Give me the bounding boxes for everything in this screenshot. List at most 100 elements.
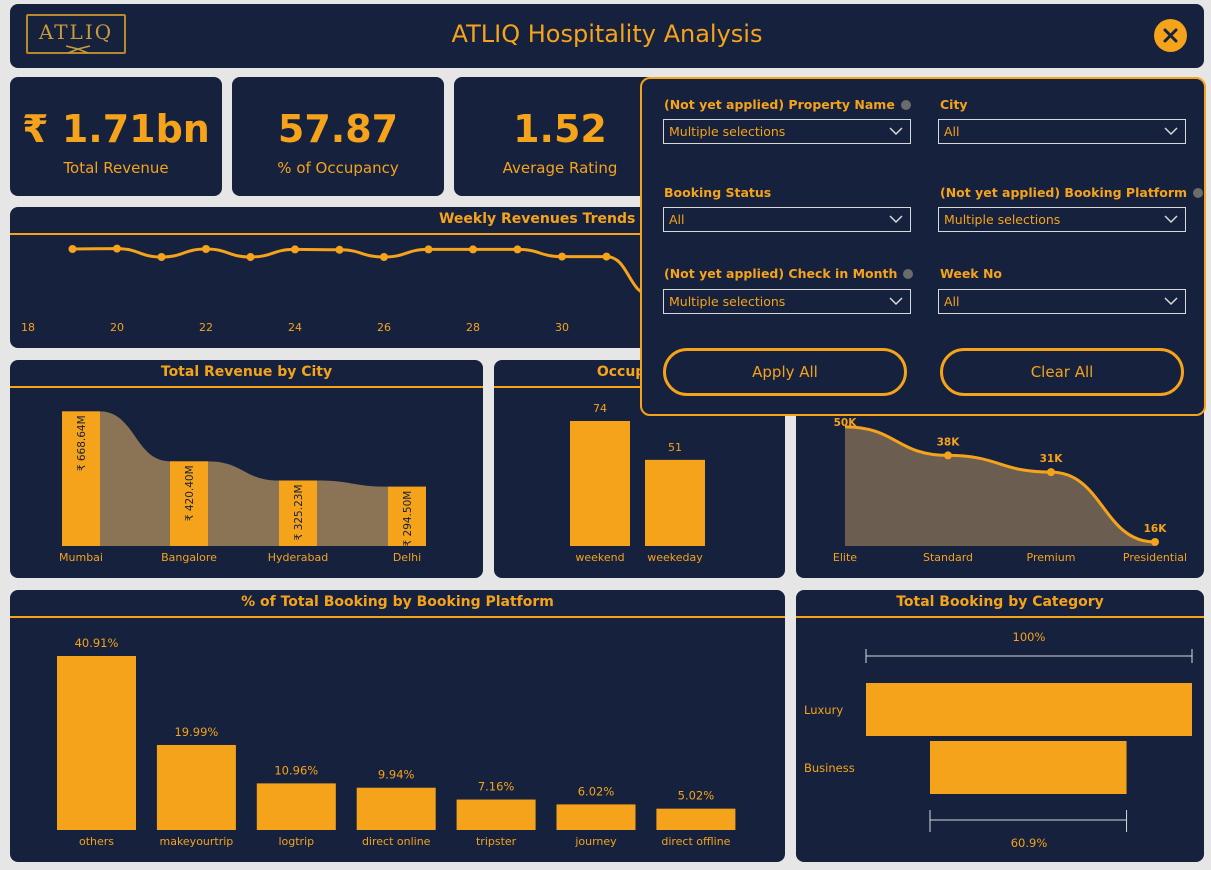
kpi-card-rating: 1.52 Average Rating [454,77,666,196]
platform-axis-label: makeyourtrip [159,835,233,848]
dropdown-value: Multiple selections [669,294,786,309]
month-filter-label-text: (Not yet applied) Check in Month [664,266,898,281]
category-range-label: 60.9% [1011,836,1048,850]
week-point-26 [380,253,388,261]
dropdown-value: Multiple selections [944,212,1061,227]
week-tick-label: 26 [377,321,391,334]
clear-all-button[interactable]: Clear All [940,348,1184,396]
week-filter-label: Week No [940,266,1003,281]
category-bar-business [930,741,1127,794]
chevron-down-icon [889,215,903,224]
city-bar-hyderabad [279,480,317,546]
occupancy-axis-label: weekend [575,551,624,564]
kpi-label: % of Occupancy [277,159,399,177]
pending-dot-icon [1193,188,1204,198]
platform-axis-label: logtrip [278,835,314,848]
platform-bar-direct-online [356,787,436,830]
kpi-card-occupancy: 57.87 % of Occupancy [232,77,444,196]
occupancy-bar-value: 51 [668,441,682,454]
apply-all-button[interactable]: Apply All [663,348,907,396]
city-ribbon-area [100,411,426,546]
close-button[interactable] [1154,19,1187,52]
dropdown-value: All [669,212,685,227]
month-filter-label: (Not yet applied) Check in Month [664,266,914,281]
category-bar-chart: 100% Luxury Business 60.9% [804,630,1193,850]
status-filter-dropdown[interactable]: All [663,207,911,232]
week-tick-label: 28 [466,321,480,334]
week-point-29 [513,245,522,254]
page-title: ATLIQ Hospitality Analysis [451,20,763,48]
dropdown-value: All [944,124,960,139]
week-tick-label: 20 [110,321,124,334]
city-filter-dropdown[interactable]: All [938,119,1186,144]
category-panel: Total Booking by Category 100% Luxury Busi… [796,590,1204,862]
room-class-value: 16K [1144,523,1168,535]
kpi-value: 1.52 [513,107,607,151]
title-underline [796,616,1204,618]
month-filter-dropdown[interactable]: Multiple selections [663,289,911,314]
platform-bar-makeyourtrip [156,744,236,830]
city-axis-label: Bangalore [161,551,217,564]
platform-bar-chart: 40.91% others 19.99% makeyourtrip 10.96% logt… [57,636,736,848]
chevron-down-icon [889,127,903,136]
kpi-value: ₹ 1.71bn [22,107,210,151]
platform-bar-direct-offline [656,808,736,830]
property-filter-dropdown[interactable]: Multiple selections [663,119,911,144]
platform-filter-dropdown[interactable]: Multiple selections [938,207,1186,232]
category-bar-luxury [866,683,1192,736]
pending-dot-icon [900,100,911,110]
platform-chart-title: % of Total Booking by Booking Platform [241,594,554,610]
platform-bar-tripster [456,799,536,830]
room-class-axis-label: Standard [923,551,973,564]
dropdown-value: All [944,294,960,309]
platform-bar-value: 5.02% [678,789,715,803]
close-icon [1163,28,1178,43]
pending-dot-icon [903,269,914,279]
title-underline [494,386,785,388]
filter-pane: (Not yet applied) Property Name Multiple… [640,77,1206,416]
week-point-19 [68,245,77,253]
city-bar-value: ₹ 420.40M [184,465,196,521]
header-bar: ATLIQ ATLIQ Hospitality Analysis [10,4,1204,68]
logo: ATLIQ [26,14,126,54]
platform-axis-label: journey [574,835,617,848]
kpi-label: Total Revenue [63,159,169,177]
dropdown-value: Multiple selections [669,124,786,139]
room-class-axis-label: Premium [1027,551,1076,564]
kpi-card-revenue: ₹ 1.71bn Total Revenue [10,77,222,196]
chevron-down-icon [1164,127,1178,136]
category-range-bracket [929,810,1128,832]
logo-leaf-icon [65,45,91,54]
week-point-25 [335,245,344,254]
room-class-point [1151,538,1159,546]
category-range-label: 100% [1013,630,1046,644]
category-axis-label: Luxury [804,703,843,717]
room-class-value: 50K [834,417,858,429]
week-tick-label: 30 [555,321,569,334]
room-class-area-fill [845,426,1155,546]
platform-bar-value: 9.94% [378,768,415,782]
chevron-down-icon [889,297,903,306]
city-revenue-panel: Total Revenue by City ₹ 668.64M Mumbai ₹ 4… [10,360,483,578]
city-axis-label: Mumbai [59,551,103,564]
city-bar-delhi [388,486,426,546]
title-underline [10,386,483,388]
occupancy-bar-chart: 74 weekend 51 weekeday [570,402,705,564]
city-axis-label: Delhi [393,551,421,564]
week-tick-label: 22 [199,321,213,334]
city-filter-label: City [940,97,968,112]
occupancy-bar-weekend [570,421,630,546]
platform-axis-label: direct offline [661,835,730,848]
platform-bar-value: 6.02% [578,784,615,798]
week-point-27 [424,245,433,254]
platform-axis-label: tripster [476,835,517,848]
week-filter-dropdown[interactable]: All [938,289,1186,314]
kpi-value: 57.87 [277,107,399,151]
platform-axis-label: direct online [362,835,431,848]
platform-bar-value: 40.91% [75,636,119,650]
logo-text: ATLIQ [38,20,114,44]
platform-filter-label: (Not yet applied) Booking Platform [940,185,1204,200]
platform-bar-value: 19.99% [174,725,218,739]
city-bar-value: ₹ 668.64M [76,415,88,471]
week-point-30 [558,252,566,261]
